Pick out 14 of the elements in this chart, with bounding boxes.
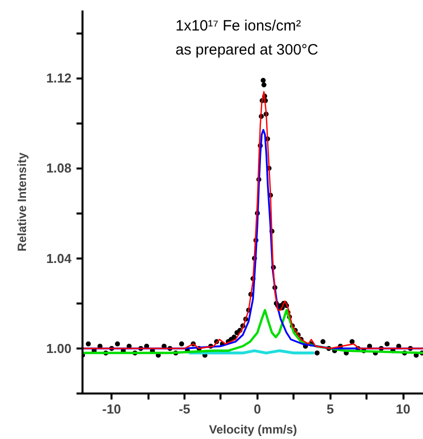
line-series — [82, 308, 423, 354]
annotation: as prepared at 300°C — [176, 42, 318, 58]
x-tick-label: 10 — [396, 402, 410, 416]
y-tick-label: 1.04 — [46, 250, 72, 266]
y-axis-title: Relative Intensity — [15, 152, 30, 252]
annotation: 1x10¹⁷ Fe ions/cm² — [176, 18, 301, 34]
x-tick-label: 0 — [254, 402, 261, 416]
x-tick-label: -5 — [178, 402, 190, 416]
x-tick-label: -10 — [102, 402, 122, 416]
y-tick-label: 1.12 — [46, 70, 72, 86]
x-tick-label: 5 — [326, 402, 334, 416]
y-tick-label: 1.00 — [46, 340, 72, 356]
x-axis-title: Velocity (mm/s) — [208, 422, 298, 436]
y-tick-label: 1.08 — [46, 160, 72, 176]
